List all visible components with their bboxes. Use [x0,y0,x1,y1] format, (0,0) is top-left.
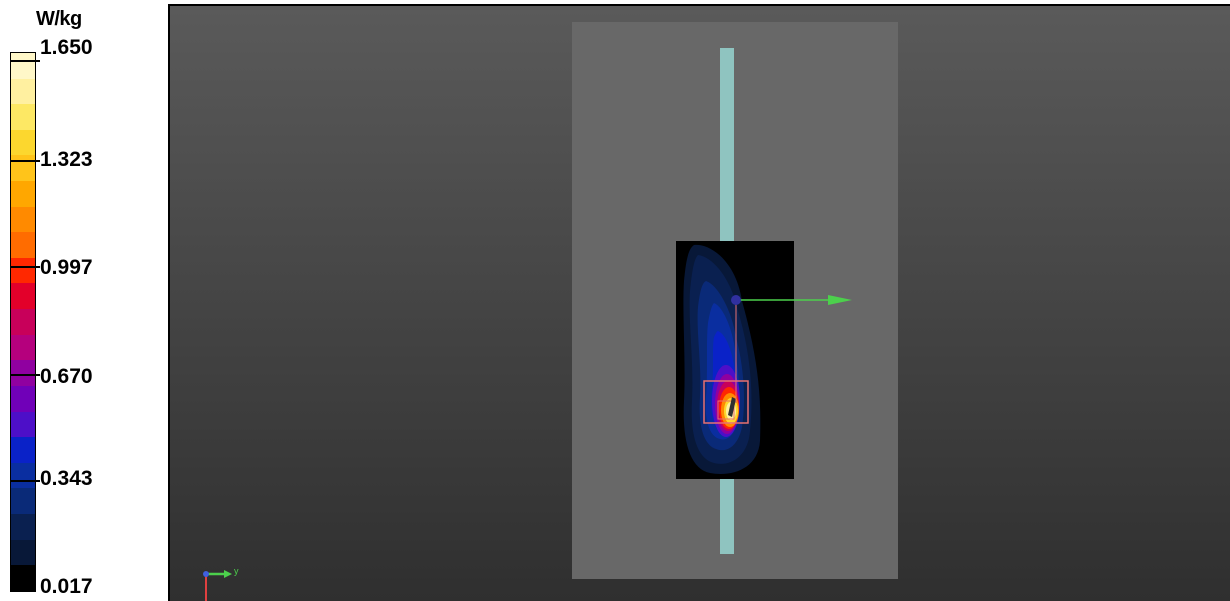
color-scale-segment [11,488,35,514]
legend-tick-label: 0.343 [40,467,93,490]
color-scale-segment [11,565,35,591]
zoom-scan-inner-box [717,400,735,420]
zoom-scan-box [703,380,749,424]
legend-tick-mark [10,374,40,376]
y-axis-arrow-icon [731,295,852,305]
legend-tick-mark [10,480,40,482]
color-scale-segment [11,437,35,463]
legend-tick-label: 1.650 [40,36,93,59]
color-scale-segment [11,78,35,105]
legend-tick-mark [10,60,40,62]
color-scale-segment [11,283,35,310]
color-scale-segment [11,53,35,79]
probe-marker [728,397,736,417]
legend-tick-mark [10,266,40,268]
legend-tick-label: 0.017 [40,575,93,598]
color-scale-bar [10,52,36,592]
color-scale-segment [11,360,35,386]
legend-unit: W/kg [36,8,82,30]
color-scale-segment [11,181,35,207]
color-scale-segment [11,513,35,540]
color-scale-segment [11,155,35,182]
legend-tick-mark [10,160,40,162]
legend-tick-label: 0.670 [40,365,93,388]
color-scale-segment [11,462,35,489]
color-scale-segment [11,539,35,566]
color-scale-segment [11,257,35,284]
sar-scan-area[interactable] [676,241,794,479]
sar-color-legend: W/kg 1.650 1.323 0.997 0.670 0.343 0.017 [0,0,168,601]
color-scale-segment [11,334,35,361]
legend-tick-label: 0.997 [40,256,93,279]
axis-triad-icon: y [203,566,239,601]
color-scale-segment [11,129,35,156]
sar-distribution-plot [683,244,761,474]
color-scale-segment [11,206,35,233]
triad-y-label: y [234,566,239,576]
color-scale-segment [11,385,35,412]
color-scale-segment [11,104,35,130]
color-scale-segment [11,309,35,335]
legend-tick-label: 1.323 [40,148,93,171]
3d-viewport[interactable]: y [168,4,1230,601]
color-scale-segment [11,232,35,258]
color-scale-segment [11,411,35,438]
